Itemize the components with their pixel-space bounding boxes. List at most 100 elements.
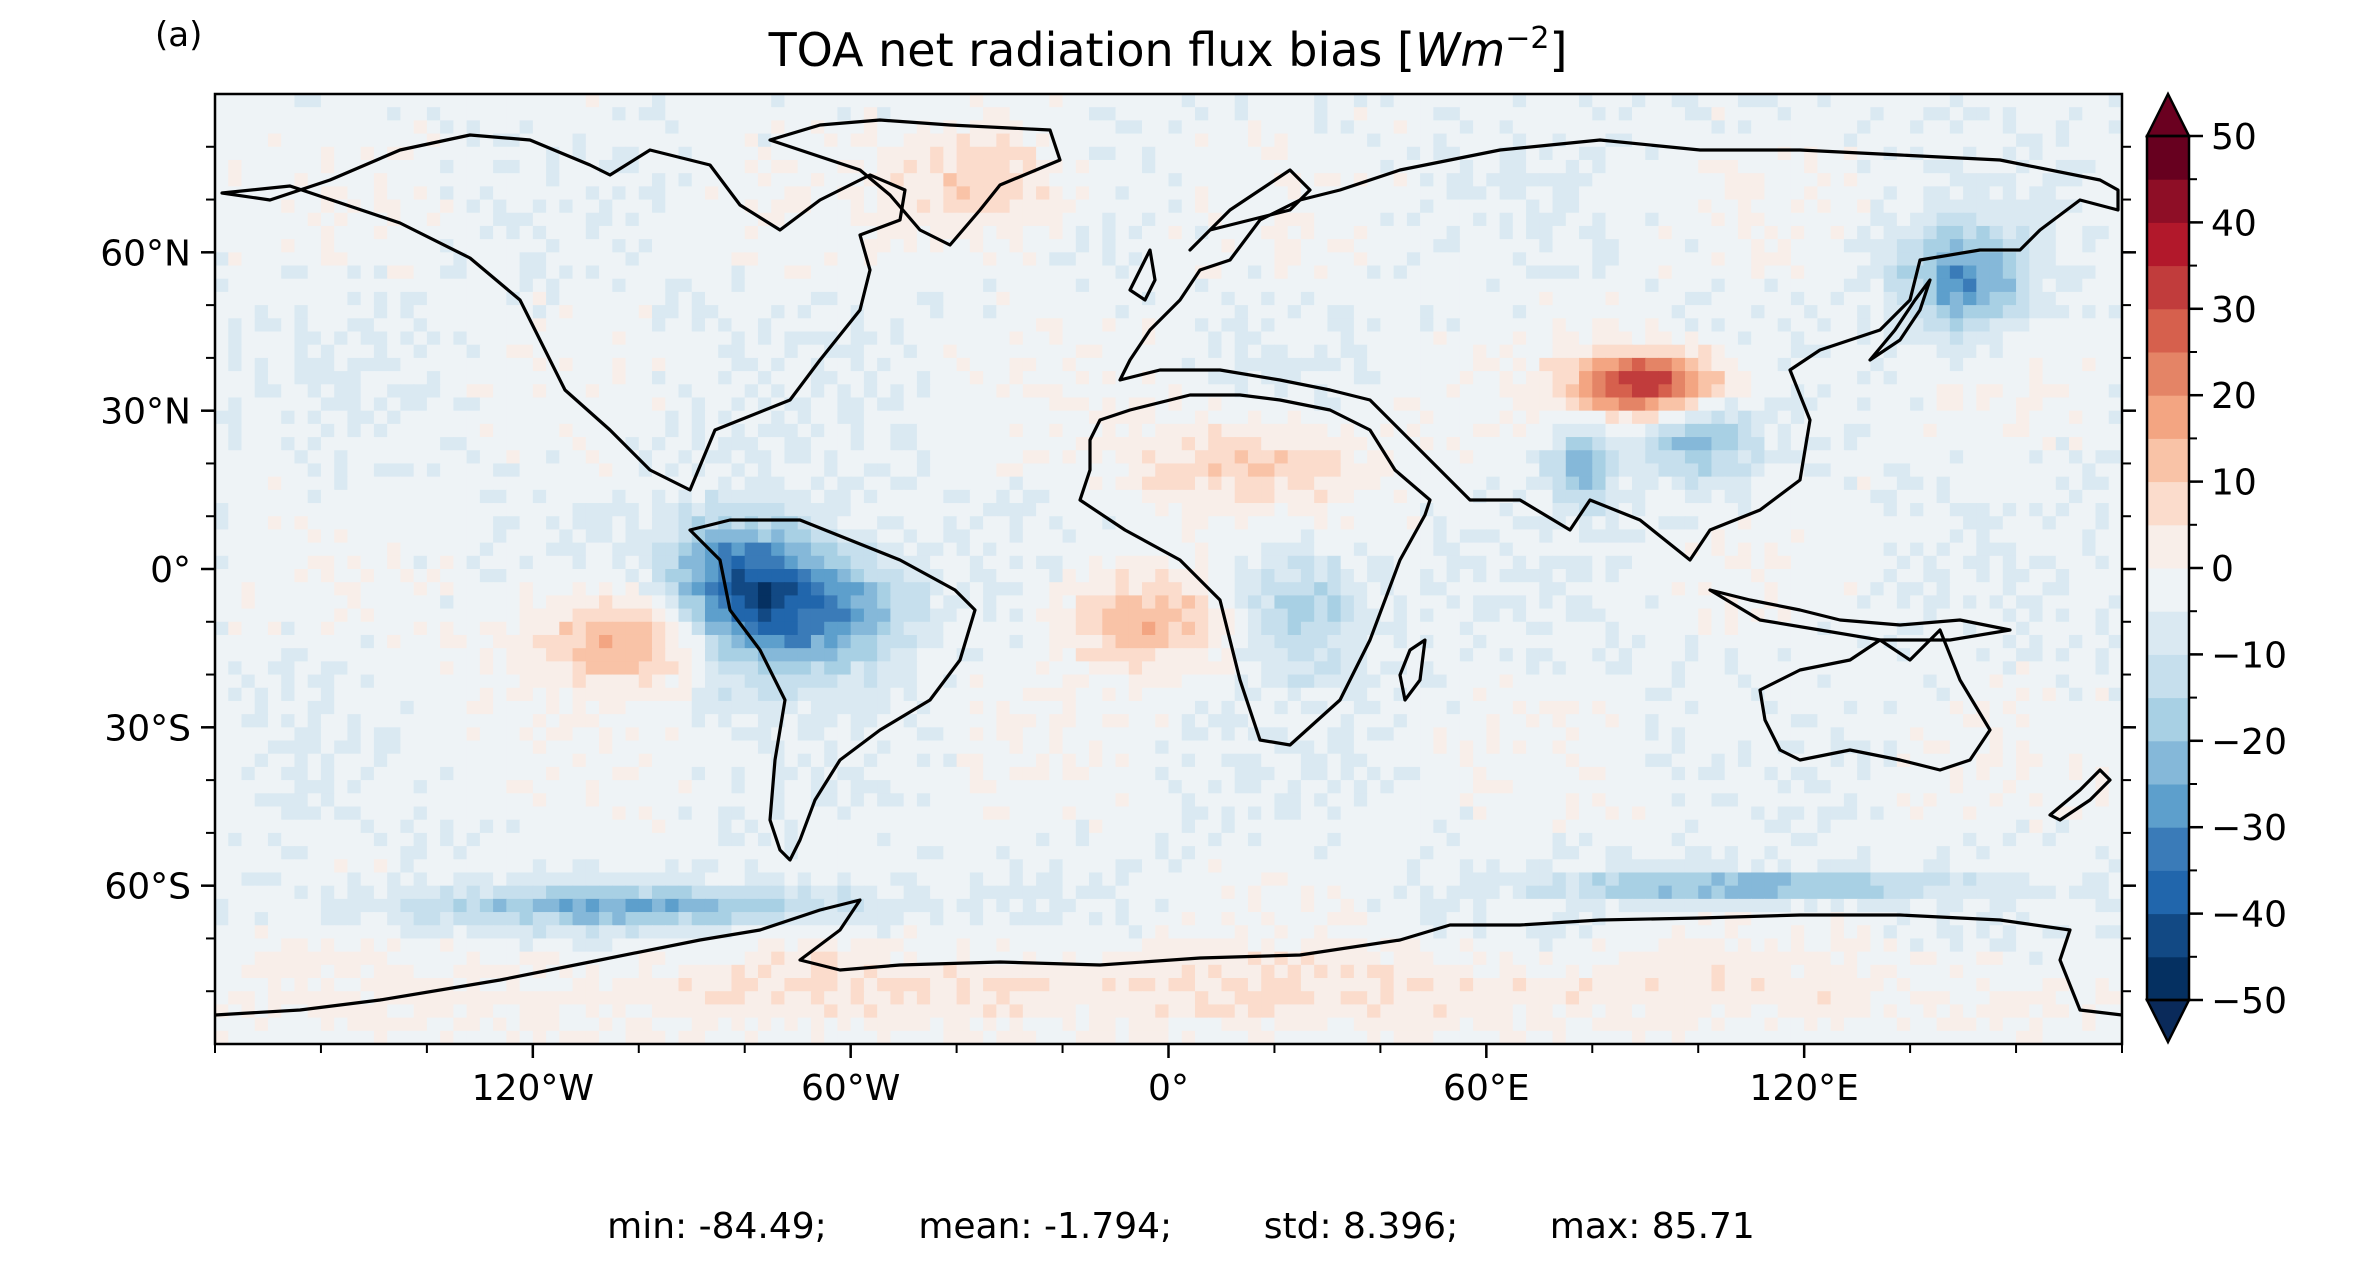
heatmap-cell (1089, 291, 1103, 306)
heatmap-cell (1764, 423, 1779, 438)
heatmap-cell (1539, 239, 1554, 253)
heatmap-cell (1711, 239, 1726, 253)
heatmap-cell (1830, 344, 1845, 359)
heatmap-cell (1512, 384, 1527, 399)
heatmap-cell (1353, 476, 1368, 491)
heatmap-cell (493, 410, 507, 425)
heatmap-cell (1618, 186, 1633, 201)
heatmap-cell (2082, 410, 2097, 425)
heatmap-cell (1340, 239, 1355, 253)
heatmap-cell (969, 463, 984, 478)
heatmap-cell (652, 291, 666, 306)
heatmap-cell (744, 239, 759, 253)
heatmap-cell (1367, 318, 1381, 333)
heatmap-cell (665, 331, 680, 346)
heatmap-cell (757, 516, 772, 531)
heatmap-cell (2055, 344, 2070, 359)
heatmap-cell (1592, 489, 1607, 504)
heatmap-cell (267, 94, 282, 108)
heatmap-cell (1936, 133, 1951, 148)
heatmap-cell (784, 265, 799, 280)
heatmap-cell (1433, 133, 1448, 148)
heatmap-cell (916, 529, 931, 544)
heatmap-cell (1512, 463, 1527, 478)
heatmap-cell (599, 397, 613, 412)
heatmap-cell (1658, 239, 1673, 253)
heatmap-cell (267, 291, 282, 306)
heatmap-cell (1142, 199, 1156, 214)
heatmap-cell (996, 239, 1011, 253)
heatmap-cell (360, 94, 375, 108)
heatmap-cell (1658, 423, 1673, 438)
heatmap-cell (1751, 450, 1766, 465)
heatmap-cell (281, 199, 296, 214)
heatmap-cell (1155, 94, 1170, 108)
heatmap-cell (1896, 410, 1911, 425)
heatmap-cell (387, 529, 402, 544)
heatmap-cell (1115, 318, 1130, 333)
heatmap-cell (969, 186, 984, 201)
heatmap-cell (1486, 410, 1501, 425)
heatmap-cell (1671, 305, 1686, 319)
heatmap-cell (1274, 529, 1289, 544)
heatmap-cell (1089, 384, 1103, 399)
heatmap-cell (254, 107, 269, 121)
heatmap-cell (784, 252, 799, 267)
heatmap-cell (638, 265, 653, 280)
heatmap-cell (1446, 344, 1461, 359)
heatmap-cell (1194, 503, 1209, 517)
heatmap-cell (1724, 437, 1739, 451)
heatmap-cell (1883, 476, 1898, 491)
heatmap-cell (1790, 503, 1805, 517)
heatmap-cell (784, 344, 799, 359)
heatmap-cell (466, 159, 481, 174)
heatmap-cell (638, 344, 653, 359)
heatmap-cell (1115, 450, 1130, 465)
heatmap-cell (850, 344, 865, 359)
heatmap-cell (1870, 159, 1885, 174)
heatmap-cell (440, 159, 454, 174)
heatmap-cell (267, 423, 282, 438)
heatmap-cell (824, 437, 839, 451)
heatmap-cell (1473, 239, 1487, 253)
heatmap-cell (1751, 278, 1766, 293)
heatmap-cell (2016, 212, 2030, 227)
heatmap-cell (1936, 159, 1951, 174)
heatmap-cell (983, 384, 997, 399)
heatmap-cell (1843, 463, 1858, 478)
heatmap-cell (559, 107, 574, 121)
heatmap-cell (943, 423, 958, 438)
heatmap-cell (1314, 159, 1329, 174)
heatmap-cell (546, 239, 560, 253)
heatmap-cell (2095, 384, 2110, 399)
heatmap-cell (1698, 344, 1713, 359)
heatmap-cell (665, 463, 680, 478)
heatmap-cell (1221, 318, 1236, 333)
heatmap-cell (1393, 503, 1408, 517)
heatmap-cell (519, 489, 534, 504)
heatmap-cell (1817, 489, 1832, 504)
heatmap-cell (307, 450, 322, 465)
heatmap-cell (930, 186, 944, 201)
heatmap-cell (1579, 146, 1593, 161)
heatmap-cell (1963, 410, 1977, 425)
heatmap-cell (956, 529, 971, 544)
heatmap-cell (1618, 410, 1633, 425)
heatmap-cell (1155, 384, 1170, 399)
heatmap-cell (877, 146, 891, 161)
heatmap-cell (241, 120, 256, 135)
heatmap-cell (1963, 437, 1977, 451)
heatmap-cell (1843, 397, 1858, 412)
heatmap-cell (1539, 529, 1554, 544)
heatmap-cell (1486, 423, 1501, 438)
heatmap-cell (1963, 463, 1977, 478)
heatmap-cell (1353, 371, 1368, 385)
heatmap-cell (1155, 146, 1170, 161)
heatmap-cell (1049, 305, 1064, 319)
heatmap-cell (267, 225, 282, 240)
heatmap-cell (1380, 291, 1395, 306)
heatmap-cell (1208, 450, 1223, 465)
heatmap-cell (1459, 186, 1474, 201)
heatmap-cell (2042, 291, 2057, 306)
heatmap-cell (1473, 384, 1487, 399)
